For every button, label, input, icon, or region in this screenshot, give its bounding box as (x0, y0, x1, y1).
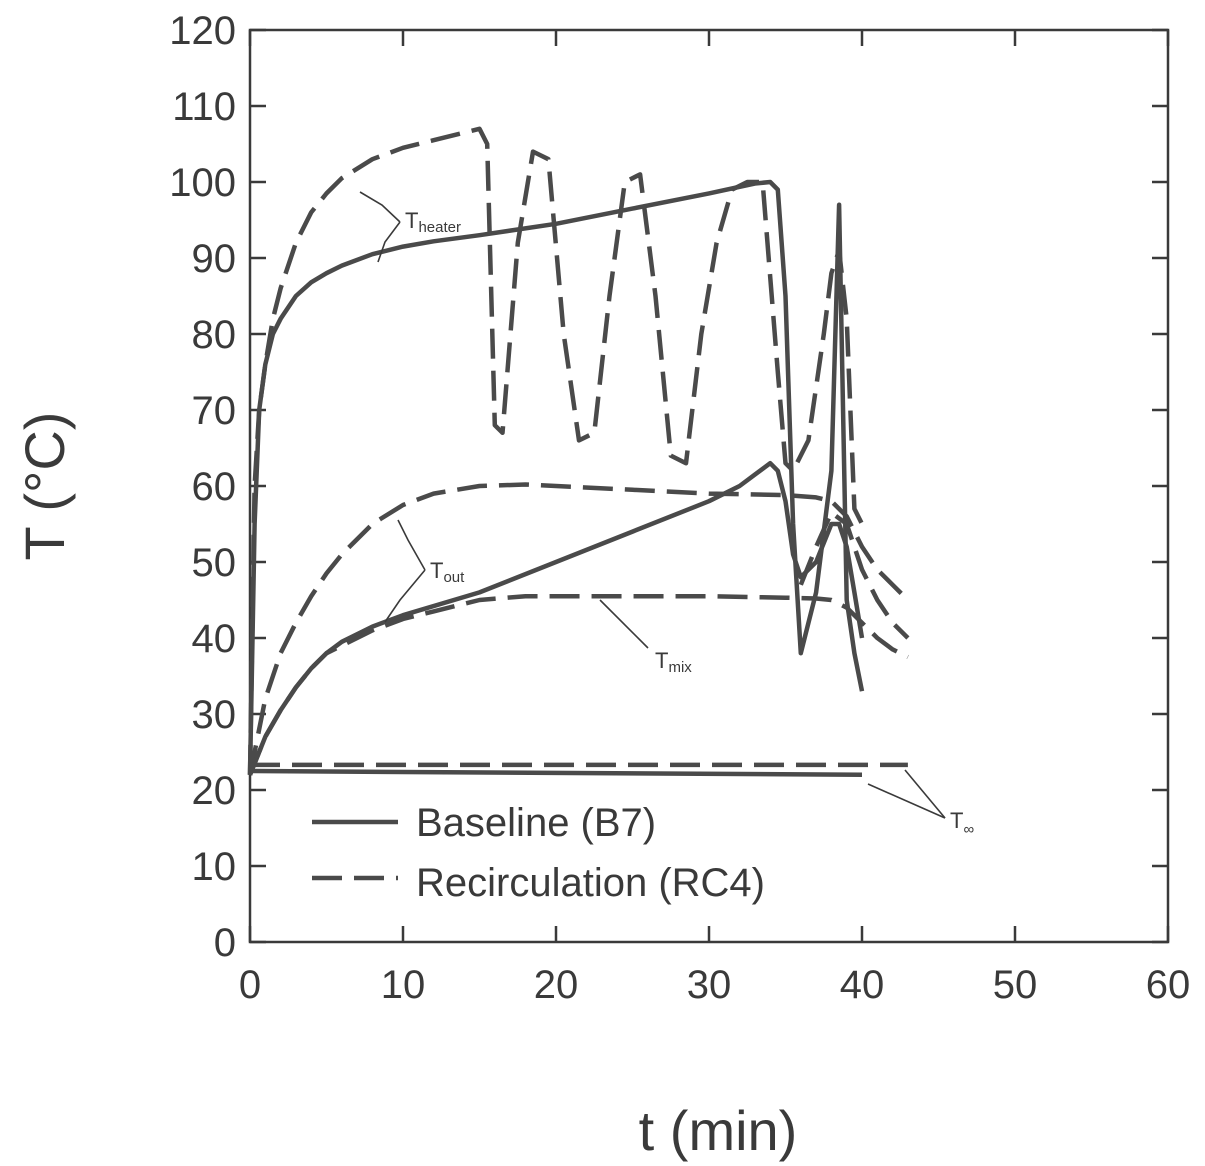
y-tick-label: 30 (192, 693, 237, 737)
y-tick-label: 90 (192, 237, 237, 281)
y-tick-label: 10 (192, 845, 237, 889)
t-mix-arrow (599, 599, 649, 649)
series-lines (247, 126, 910, 778)
x-tick-labels: 0 10 20 30 40 50 60 (239, 963, 1190, 1007)
x-tick-label: 30 (687, 963, 732, 1007)
series-dashed-t-out (247, 482, 910, 776)
y-axis-title: T (°C) (13, 412, 76, 561)
y-tick-label: 40 (192, 617, 237, 661)
x-tick-label: 40 (840, 963, 885, 1007)
series-dashed-t-mix (247, 593, 909, 776)
x-tick-label: 50 (993, 963, 1038, 1007)
x-tick-label: 0 (239, 963, 261, 1007)
t-heater-arrow-lower (377, 221, 401, 263)
series-dashed-t-mix-upper (798, 510, 910, 640)
y-tick-label: 20 (192, 769, 237, 813)
series-solid-t-out (247, 460, 865, 776)
y-tick-label: 60 (192, 465, 237, 509)
annotation-t-heater: Theater (405, 208, 461, 236)
y-tick-label: 0 (214, 921, 236, 965)
y-tick-label: 50 (192, 541, 237, 585)
t-inf-arrow-lower (867, 783, 946, 819)
annotation-arrows (359, 191, 946, 819)
x-tick-label: 20 (534, 963, 579, 1007)
y-tick-label: 120 (169, 9, 236, 53)
x-tick-label: 10 (381, 963, 426, 1007)
legend-label-baseline: Baseline (B7) (416, 801, 656, 845)
series-solid-t (249, 768, 863, 778)
annotation-t-out: Tout (430, 558, 465, 586)
t-out-arrow-upper (397, 519, 426, 571)
y-tick-label: 110 (172, 85, 236, 129)
y-tick-label: 80 (192, 313, 237, 357)
annotation-t-mix: Tmix (655, 648, 692, 676)
legend: Baseline (B7) Recirculation (RC4) (312, 801, 765, 905)
series-dashed-t-heater (247, 126, 865, 775)
y-tick-label: 70 (192, 389, 237, 433)
x-tick-label: 60 (1146, 963, 1191, 1007)
t-out-arrow-lower (384, 569, 426, 623)
axis-ticks (248, 28, 1170, 944)
t-inf-arrow-upper (904, 769, 946, 819)
y-tick-labels: 0 10 20 30 40 50 60 70 80 90 100 110 120 (169, 9, 236, 965)
t-heater-arrow-upper (359, 191, 401, 223)
x-axis-title: t (min) (639, 1099, 798, 1162)
annotation-t-infinity: T∞ (950, 808, 974, 838)
plot-frame (248, 28, 1170, 944)
y-tick-label: 100 (169, 161, 236, 205)
legend-label-recirculation: Recirculation (RC4) (416, 861, 765, 905)
